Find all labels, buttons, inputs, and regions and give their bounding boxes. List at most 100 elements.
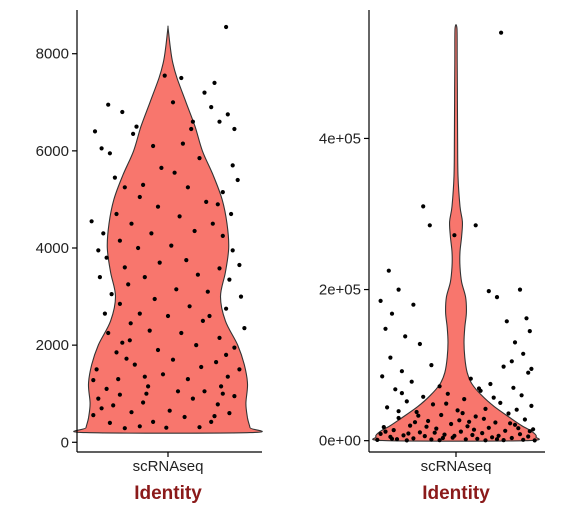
data-point	[232, 126, 237, 132]
data-point	[162, 73, 167, 78]
data-point	[217, 266, 222, 271]
data-point	[490, 435, 495, 440]
data-point	[521, 437, 526, 442]
y-tick-label: 4000	[36, 240, 69, 257]
data-point	[452, 233, 457, 238]
data-point	[416, 413, 421, 418]
violin-body	[73, 25, 263, 434]
data-point	[232, 345, 237, 350]
data-point	[214, 360, 219, 365]
data-point	[449, 421, 454, 427]
data-point	[104, 255, 109, 260]
data-point	[493, 420, 498, 425]
data-point	[386, 268, 391, 273]
data-point	[509, 359, 514, 364]
data-point	[164, 425, 169, 430]
data-point	[180, 141, 185, 146]
data-point	[399, 369, 404, 374]
data-point	[106, 102, 111, 107]
data-point	[432, 430, 437, 435]
data-point	[227, 277, 232, 282]
data-point	[169, 243, 174, 248]
data-point	[159, 165, 164, 170]
data-point	[144, 391, 149, 396]
data-point	[124, 356, 129, 361]
data-point	[137, 424, 142, 429]
data-point	[220, 190, 225, 195]
data-point	[151, 143, 156, 149]
data-point	[475, 436, 480, 441]
data-point	[452, 433, 457, 438]
data-point	[422, 434, 427, 439]
data-point	[204, 199, 209, 204]
data-point	[194, 343, 199, 348]
data-point	[411, 436, 416, 441]
data-point	[404, 399, 409, 404]
data-point	[207, 313, 212, 319]
data-point	[117, 392, 122, 397]
data-point	[187, 304, 192, 309]
data-point	[202, 90, 207, 95]
data-point	[229, 211, 234, 217]
data-point	[141, 400, 146, 405]
data-point	[117, 301, 122, 306]
data-point	[160, 372, 166, 377]
data-point	[512, 422, 518, 427]
violin-body	[372, 24, 540, 442]
data-point	[152, 296, 157, 302]
data-point	[94, 367, 99, 372]
data-point	[109, 292, 114, 297]
data-point	[499, 30, 504, 35]
data-point	[412, 420, 418, 425]
data-point	[142, 374, 147, 379]
data-point	[122, 265, 127, 270]
data-point	[522, 417, 528, 422]
data-point	[225, 112, 230, 117]
data-point	[424, 424, 429, 429]
data-point	[378, 431, 383, 436]
data-point	[192, 228, 197, 234]
data-point	[92, 129, 98, 134]
data-point	[491, 395, 496, 400]
data-point	[117, 238, 122, 243]
data-point	[230, 248, 235, 253]
data-point	[102, 311, 107, 316]
y-tick-label: 8000	[36, 46, 69, 63]
data-point	[494, 295, 500, 300]
data-point	[220, 233, 225, 238]
data-point	[165, 313, 171, 319]
data-point	[167, 408, 172, 413]
data-point	[224, 306, 229, 311]
panel-1: 0 2000 4000 6000 8000 scRNAseq Identity	[36, 10, 263, 504]
data-point	[220, 391, 225, 396]
data-point	[238, 294, 244, 299]
data-point	[403, 334, 408, 339]
data-point	[434, 426, 439, 431]
data-point	[200, 318, 205, 323]
y-tick-label: 0	[61, 434, 69, 451]
data-point	[215, 202, 220, 207]
data-point	[129, 221, 134, 226]
data-point	[210, 221, 215, 226]
panel-2-category-label: scRNAseq	[421, 458, 492, 475]
data-point	[396, 415, 401, 421]
data-point	[151, 419, 156, 424]
data-point	[209, 105, 214, 110]
data-point	[385, 405, 390, 410]
data-point	[417, 341, 422, 347]
data-point	[179, 330, 184, 336]
data-point	[439, 412, 444, 418]
data-point	[463, 437, 468, 442]
data-point	[126, 282, 131, 287]
data-point	[212, 80, 217, 85]
data-point	[122, 426, 127, 431]
data-point	[511, 385, 516, 390]
data-point	[381, 425, 386, 430]
data-point	[471, 427, 477, 432]
data-point	[137, 311, 142, 316]
data-point	[97, 275, 102, 280]
data-point	[197, 425, 202, 430]
data-point	[120, 340, 125, 345]
data-point	[177, 214, 182, 219]
